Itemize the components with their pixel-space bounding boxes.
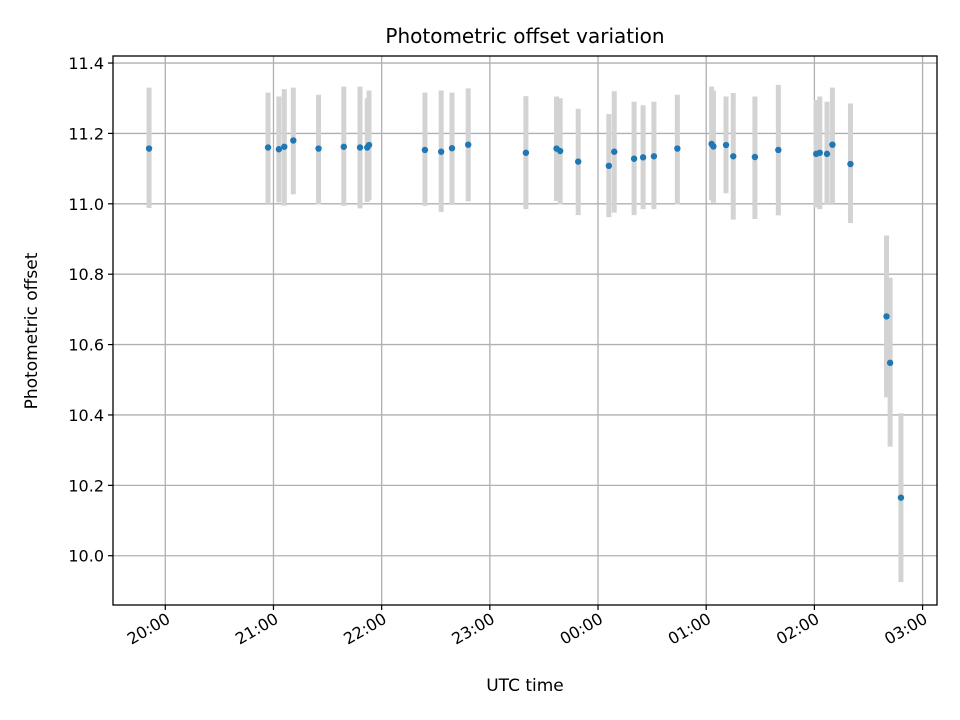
y-tick-label: 11.0 (68, 195, 104, 214)
error-bars (146, 84, 904, 583)
data-point (847, 160, 854, 168)
x-tick-label: 23:00 (448, 609, 497, 649)
data-point (883, 313, 890, 320)
chart-title: Photometric offset variation (385, 24, 664, 48)
x-tick-label: 01:00 (665, 609, 714, 649)
data-point (886, 359, 894, 367)
data-point (421, 146, 429, 154)
data-point (605, 162, 613, 169)
data-point (730, 153, 737, 160)
data-point (722, 141, 730, 149)
x-tick-label: 22:00 (340, 609, 389, 649)
data-point (145, 145, 153, 152)
data-point (437, 148, 445, 155)
data-point (574, 158, 582, 165)
data-point (751, 153, 759, 161)
y-tick-label: 10.6 (68, 336, 104, 355)
data-point (829, 141, 836, 148)
data-point (611, 148, 618, 155)
data-point (465, 141, 472, 148)
data-point (823, 150, 831, 158)
y-tick-label: 11.4 (68, 54, 104, 73)
y-axis-title: Photometric offset (22, 252, 42, 409)
data-point (281, 143, 288, 150)
data-point (630, 155, 638, 162)
axis-ticks: 20:00 21:00 22:00 23:00 00:00 01:00 02:00 03:00… (68, 54, 930, 648)
data-point (275, 146, 283, 153)
y-tick-label: 10.4 (68, 406, 104, 425)
x-tick-label: 20:00 (124, 609, 173, 649)
data-point (556, 147, 564, 155)
data-points (145, 137, 905, 501)
data-point (315, 145, 322, 152)
y-tick-label: 10.2 (68, 476, 104, 495)
data-point (674, 145, 681, 152)
data-point (639, 154, 647, 161)
data-point (356, 144, 364, 151)
data-point (775, 146, 782, 154)
data-point (897, 494, 905, 501)
data-point (365, 141, 373, 149)
y-tick-label: 11.2 (68, 124, 104, 143)
plot-frame (112, 55, 938, 606)
data-point (816, 149, 824, 156)
data-point (650, 153, 658, 160)
data-point (290, 137, 297, 144)
x-tick-label: 00:00 (557, 609, 606, 649)
data-point (522, 149, 530, 156)
y-tick-label: 10.8 (68, 265, 104, 284)
y-tick-label: 10.0 (68, 547, 104, 566)
data-point (264, 144, 272, 151)
data-point (710, 143, 717, 150)
x-tick-label: 02:00 (773, 609, 822, 649)
data-point (448, 145, 456, 152)
data-point (340, 143, 347, 150)
x-tick-label: 03:00 (881, 609, 930, 649)
x-tick-label: 21:00 (232, 609, 281, 649)
x-axis-title: UTC time (486, 676, 564, 696)
